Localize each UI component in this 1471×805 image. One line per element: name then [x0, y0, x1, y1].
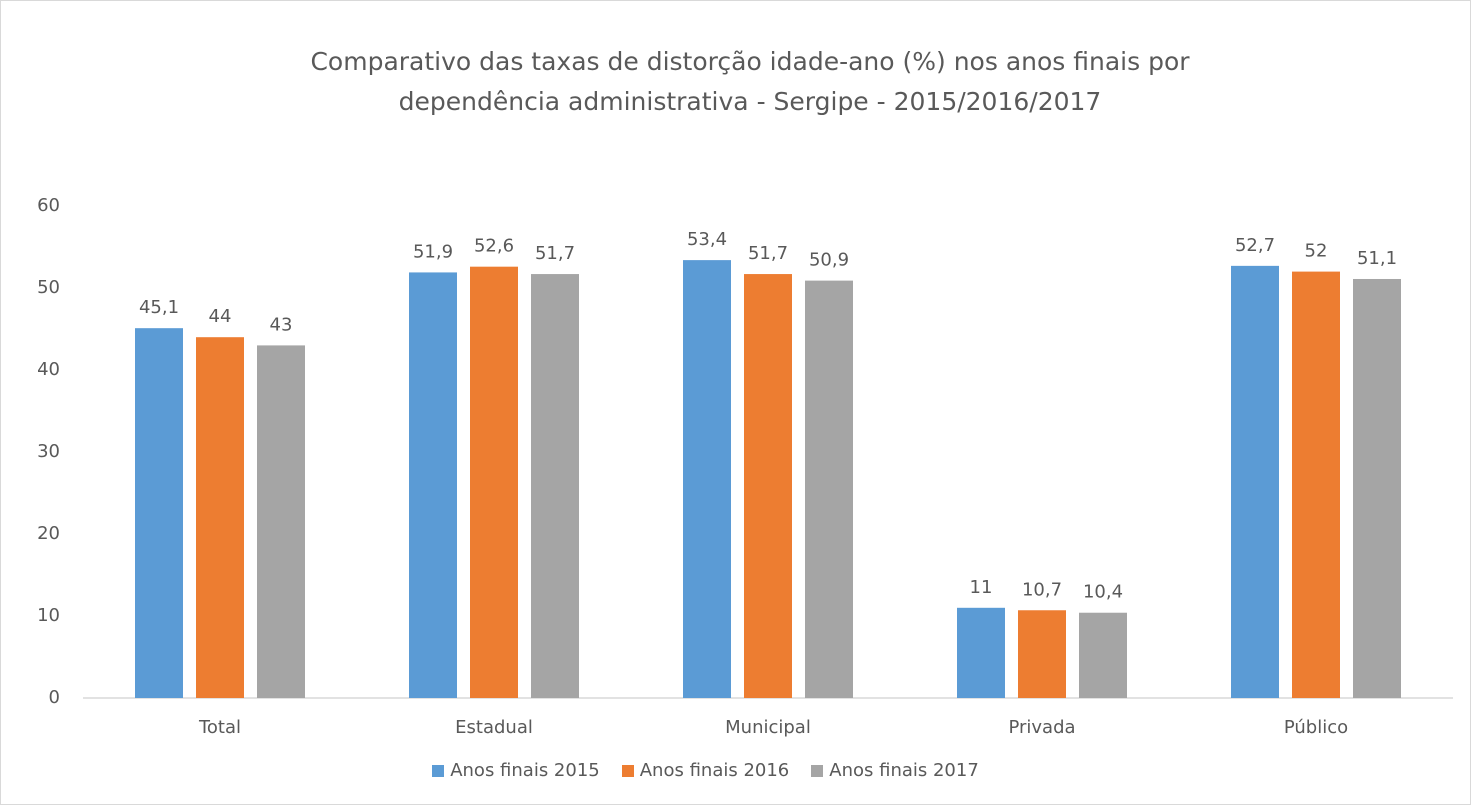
data-label: 10,4	[1083, 582, 1123, 603]
data-label: 51,1	[1357, 248, 1397, 269]
y-tick-label: 40	[37, 359, 60, 380]
data-label: 52,6	[474, 236, 514, 257]
y-tick-label: 60	[37, 195, 60, 216]
legend-label: Anos finais 2015	[450, 760, 600, 781]
data-label: 43	[270, 314, 293, 335]
bar	[135, 328, 183, 698]
bar	[409, 272, 457, 698]
data-label: 45,1	[139, 297, 179, 318]
bar	[531, 274, 579, 698]
bar	[196, 337, 244, 698]
bar	[957, 607, 1005, 698]
legend-swatch	[432, 764, 445, 777]
bar	[805, 280, 853, 698]
legend-item: Anos finais 2015	[432, 760, 600, 781]
x-tick-label: Total	[198, 717, 241, 738]
legend-swatch	[811, 764, 824, 777]
data-label: 51,7	[748, 243, 788, 264]
legend-swatch	[621, 764, 634, 777]
data-label: 52	[1305, 241, 1328, 262]
legend: Anos finais 2015 Anos finais 2016 Anos fin…	[0, 760, 1411, 781]
x-tick-label: Municipal	[725, 717, 811, 738]
data-label: 51,9	[413, 241, 453, 262]
legend-item: Anos finais 2017	[811, 760, 979, 781]
chart-title: Comparativo das taxas de distorção idade…	[310, 47, 1190, 116]
y-tick-label: 50	[37, 277, 60, 298]
bar	[744, 274, 792, 698]
bar	[1079, 612, 1127, 698]
x-tick-label: Privada	[1008, 717, 1075, 738]
x-tick-label: Público	[1284, 717, 1348, 738]
data-label: 44	[209, 306, 232, 327]
data-label: 53,4	[687, 229, 727, 250]
data-label: 52,7	[1235, 235, 1275, 256]
data-label: 10,7	[1022, 579, 1062, 600]
legend-label: Anos finais 2017	[829, 760, 979, 781]
bar	[1353, 278, 1401, 698]
y-tick-label: 20	[37, 523, 60, 544]
bar	[683, 260, 731, 698]
bar	[1231, 265, 1279, 698]
y-tick-label: 0	[49, 687, 60, 708]
legend-label: Anos finais 2016	[639, 760, 790, 781]
bar	[1018, 610, 1066, 698]
bar	[1292, 271, 1340, 698]
y-tick-label: 30	[37, 441, 60, 462]
data-label: 11	[970, 577, 993, 598]
bar	[257, 345, 305, 698]
legend-item: Anos finais 2016	[621, 760, 790, 781]
bar	[470, 266, 518, 698]
data-label: 51,7	[535, 243, 575, 264]
y-tick-label: 10	[37, 605, 60, 626]
x-tick-label: Estadual	[455, 717, 533, 738]
data-label: 50,9	[809, 250, 849, 271]
